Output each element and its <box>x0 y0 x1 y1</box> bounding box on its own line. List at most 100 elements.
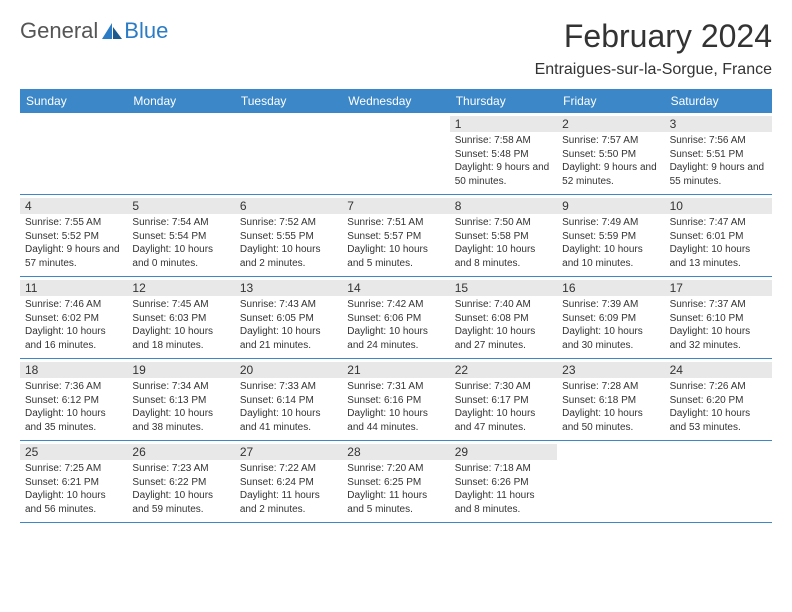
sunrise-text: Sunrise: 7:31 AM <box>347 380 444 394</box>
day-number: 17 <box>670 281 767 295</box>
day-number: 16 <box>562 281 659 295</box>
day-number-strip: 18 <box>20 362 127 378</box>
day-info: Sunrise: 7:58 AMSunset: 5:48 PMDaylight:… <box>455 134 552 188</box>
sunrise-text: Sunrise: 7:54 AM <box>132 216 229 230</box>
day-info: Sunrise: 7:18 AMSunset: 6:26 PMDaylight:… <box>455 462 552 516</box>
day-info: Sunrise: 7:54 AMSunset: 5:54 PMDaylight:… <box>132 216 229 270</box>
day-cell: 26Sunrise: 7:23 AMSunset: 6:22 PMDayligh… <box>127 441 234 522</box>
sunrise-text: Sunrise: 7:55 AM <box>25 216 122 230</box>
sunrise-text: Sunrise: 7:25 AM <box>25 462 122 476</box>
day-number: 4 <box>25 199 122 213</box>
day-cell: 9 Sunrise: 7:49 AMSunset: 5:59 PMDaylight… <box>557 195 664 276</box>
day-cell: 23Sunrise: 7:28 AMSunset: 6:18 PMDayligh… <box>557 359 664 440</box>
daylight-text: Daylight: 9 hours and 52 minutes. <box>562 161 659 188</box>
day-info: Sunrise: 7:36 AMSunset: 6:12 PMDaylight:… <box>25 380 122 434</box>
day-info: Sunrise: 7:25 AMSunset: 6:21 PMDaylight:… <box>25 462 122 516</box>
day-number-strip: 13 <box>235 280 342 296</box>
day-info: Sunrise: 7:34 AMSunset: 6:13 PMDaylight:… <box>132 380 229 434</box>
logo-sail-icon <box>102 23 122 39</box>
day-number: 8 <box>455 199 552 213</box>
day-cell: 7Sunrise: 7:51 AMSunset: 5:57 PMDaylight… <box>342 195 449 276</box>
day-number-strip: 16 <box>557 280 664 296</box>
day-cell: 28Sunrise: 7:20 AMSunset: 6:25 PMDayligh… <box>342 441 449 522</box>
sunset-text: Sunset: 6:24 PM <box>240 476 337 490</box>
day-number: 25 <box>25 445 122 459</box>
daylight-text: Daylight: 10 hours and 47 minutes. <box>455 407 552 434</box>
sunrise-text: Sunrise: 7:37 AM <box>670 298 767 312</box>
daylight-text: Daylight: 10 hours and 13 minutes. <box>670 243 767 270</box>
day-info: Sunrise: 7:40 AMSunset: 6:08 PMDaylight:… <box>455 298 552 352</box>
day-number: 24 <box>670 363 767 377</box>
day-number-strip: 9 <box>557 198 664 214</box>
day-number-strip: 6 <box>235 198 342 214</box>
daylight-text: Daylight: 10 hours and 27 minutes. <box>455 325 552 352</box>
day-info: Sunrise: 7:47 AMSunset: 6:01 PMDaylight:… <box>670 216 767 270</box>
sunrise-text: Sunrise: 7:20 AM <box>347 462 444 476</box>
day-info: Sunrise: 7:52 AMSunset: 5:55 PMDaylight:… <box>240 216 337 270</box>
day-info: Sunrise: 7:26 AMSunset: 6:20 PMDaylight:… <box>670 380 767 434</box>
day-info: Sunrise: 7:39 AMSunset: 6:09 PMDaylight:… <box>562 298 659 352</box>
day-number: 29 <box>455 445 552 459</box>
sunset-text: Sunset: 6:18 PM <box>562 394 659 408</box>
sunset-text: Sunset: 6:17 PM <box>455 394 552 408</box>
sunrise-text: Sunrise: 7:56 AM <box>670 134 767 148</box>
day-number: 15 <box>455 281 552 295</box>
month-title: February 2024 <box>535 18 772 55</box>
day-number: 5 <box>132 199 229 213</box>
day-cell: 11Sunrise: 7:46 AMSunset: 6:02 PMDayligh… <box>20 277 127 358</box>
sunrise-text: Sunrise: 7:39 AM <box>562 298 659 312</box>
sunset-text: Sunset: 5:57 PM <box>347 230 444 244</box>
empty-cell <box>342 113 449 194</box>
sunrise-text: Sunrise: 7:47 AM <box>670 216 767 230</box>
day-cell: 5 Sunrise: 7:54 AMSunset: 5:54 PMDaylight… <box>127 195 234 276</box>
day-number-strip: 17 <box>665 280 772 296</box>
sunrise-text: Sunrise: 7:50 AM <box>455 216 552 230</box>
day-number: 27 <box>240 445 337 459</box>
logo-text-2: Blue <box>124 18 168 44</box>
header: General Blue February 2024 Entraigues-su… <box>20 18 772 79</box>
day-number-strip: 2 <box>557 116 664 132</box>
daylight-text: Daylight: 10 hours and 16 minutes. <box>25 325 122 352</box>
day-number-strip: 7 <box>342 198 449 214</box>
daylight-text: Daylight: 9 hours and 50 minutes. <box>455 161 552 188</box>
sunset-text: Sunset: 6:13 PM <box>132 394 229 408</box>
day-number: 1 <box>455 117 552 131</box>
day-cell: 20Sunrise: 7:33 AMSunset: 6:14 PMDayligh… <box>235 359 342 440</box>
sunset-text: Sunset: 5:59 PM <box>562 230 659 244</box>
sunrise-text: Sunrise: 7:45 AM <box>132 298 229 312</box>
day-cell: 17Sunrise: 7:37 AMSunset: 6:10 PMDayligh… <box>665 277 772 358</box>
day-cell: 2Sunrise: 7:57 AMSunset: 5:50 PMDaylight… <box>557 113 664 194</box>
day-cell: 8Sunrise: 7:50 AMSunset: 5:58 PMDaylight… <box>450 195 557 276</box>
day-headers-row: Sunday Monday Tuesday Wednesday Thursday… <box>20 89 772 113</box>
sunset-text: Sunset: 6:02 PM <box>25 312 122 326</box>
week-row: 18 Sunrise: 7:36 AMSunset: 6:12 PMDayligh… <box>20 359 772 441</box>
day-number-strip: 24 <box>665 362 772 378</box>
sunrise-text: Sunrise: 7:34 AM <box>132 380 229 394</box>
calendar: Sunday Monday Tuesday Wednesday Thursday… <box>20 89 772 523</box>
day-info: Sunrise: 7:49 AMSunset: 5:59 PMDaylight:… <box>562 216 659 270</box>
empty-cell <box>127 113 234 194</box>
day-number-strip: 27 <box>235 444 342 460</box>
day-info: Sunrise: 7:31 AMSunset: 6:16 PMDaylight:… <box>347 380 444 434</box>
day-number-strip: 10 <box>665 198 772 214</box>
title-block: February 2024 Entraigues-sur-la-Sorgue, … <box>535 18 772 79</box>
sunset-text: Sunset: 6:10 PM <box>670 312 767 326</box>
day-cell: 18 Sunrise: 7:36 AMSunset: 6:12 PMDayligh… <box>20 359 127 440</box>
day-number: 7 <box>347 199 444 213</box>
sunset-text: Sunset: 5:50 PM <box>562 148 659 162</box>
daylight-text: Daylight: 10 hours and 41 minutes. <box>240 407 337 434</box>
day-number: 2 <box>562 117 659 131</box>
day-cell: 10 Sunrise: 7:47 AMSunset: 6:01 PMDayligh… <box>665 195 772 276</box>
day-info: Sunrise: 7:20 AMSunset: 6:25 PMDaylight:… <box>347 462 444 516</box>
empty-cell <box>665 441 772 522</box>
day-number-strip: 11 <box>20 280 127 296</box>
day-cell: 13Sunrise: 7:43 AMSunset: 6:05 PMDayligh… <box>235 277 342 358</box>
day-number-strip: 19 <box>127 362 234 378</box>
day-number: 23 <box>562 363 659 377</box>
day-cell: 25 Sunrise: 7:25 AMSunset: 6:21 PMDayligh… <box>20 441 127 522</box>
day-number-strip: 21 <box>342 362 449 378</box>
sunrise-text: Sunrise: 7:22 AM <box>240 462 337 476</box>
sunset-text: Sunset: 6:14 PM <box>240 394 337 408</box>
day-cell: 27Sunrise: 7:22 AMSunset: 6:24 PMDayligh… <box>235 441 342 522</box>
empty-cell <box>20 113 127 194</box>
